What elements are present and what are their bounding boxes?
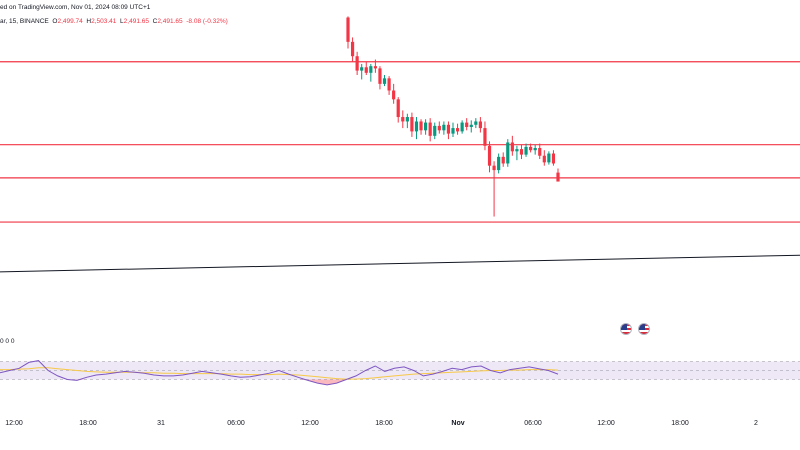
candle-body	[396, 99, 400, 118]
candle-body	[428, 122, 432, 136]
ohlc-low-label: L	[120, 18, 124, 25]
candle-body	[401, 117, 405, 122]
time-tick-label: 18:00	[671, 420, 689, 427]
candle-body	[510, 142, 514, 152]
candle-body	[551, 153, 556, 164]
candle-body	[492, 165, 496, 171]
symbol-info: ar, 15, BINANCE	[0, 18, 49, 25]
candle-body	[497, 156, 501, 171]
candle-body	[538, 147, 542, 156]
candle-body	[437, 125, 441, 131]
trendline-layer	[0, 254, 800, 273]
rsi-ma-line	[0, 367, 559, 380]
candle-body	[360, 67, 364, 71]
candle-body	[392, 90, 396, 100]
candle-body	[433, 125, 437, 136]
candle-body	[515, 149, 519, 152]
candle-body	[519, 149, 524, 155]
ohlc-high-value: 2,503.41	[91, 18, 117, 25]
ohlc-close-label: C	[152, 18, 158, 25]
candle-body	[410, 117, 414, 132]
rsi-line	[0, 360, 559, 386]
candle-body	[355, 56, 359, 71]
candle-body	[387, 78, 391, 91]
ohlc-high-label: H	[86, 18, 92, 25]
time-tick-label: 31	[157, 420, 165, 427]
chart-header: ed on TradingView.com, Nov 01, 2024 08:0…	[0, 0, 800, 32]
candle-body	[373, 66, 377, 69]
candles	[346, 16, 560, 217]
time-tick-label: 06:00	[227, 420, 245, 427]
candle-body	[405, 117, 409, 122]
candle-body	[364, 67, 368, 73]
trendline	[0, 254, 800, 273]
candle-body	[460, 122, 464, 132]
candle-body	[378, 68, 382, 84]
time-tick-label: 06:00	[524, 420, 542, 427]
candle-body	[350, 41, 355, 57]
time-tick-label: 12:00	[5, 420, 23, 427]
rsi-oversold-fill	[0, 379, 558, 385]
time-tick-label: 18:00	[79, 420, 97, 427]
ohlc-low-value: 2,491.65	[123, 18, 149, 25]
time-tick-label: 2	[754, 420, 758, 427]
candle-body	[524, 146, 528, 155]
candle-body	[483, 128, 487, 146]
candle-body	[451, 128, 455, 134]
candle-body	[506, 142, 510, 164]
us-flag-icon[interactable]	[638, 323, 650, 335]
candle-body	[455, 128, 460, 132]
us-flag-icon[interactable]	[620, 323, 632, 335]
rsi-band-fill	[0, 361, 800, 380]
candle-body	[465, 122, 469, 127]
candle-body	[369, 66, 373, 73]
candle-body	[424, 122, 428, 131]
candle-body	[446, 124, 451, 134]
ohlc-close-value: 2,491.65	[157, 18, 183, 25]
time-tick-label: 12:00	[301, 420, 319, 427]
candle-body	[556, 172, 560, 182]
candle-body	[419, 121, 423, 131]
horizontal-levels	[0, 61, 800, 223]
candle-body	[529, 146, 533, 151]
candle-body	[487, 145, 492, 166]
candle-body	[533, 147, 537, 151]
time-tick-label: Nov	[451, 420, 465, 427]
rsi-legend: 0 0 0	[0, 338, 15, 345]
candle-body	[469, 124, 473, 127]
time-tick-label: 12:00	[597, 420, 615, 427]
ohlc-change: -8.08 (-0.32%)	[186, 18, 228, 25]
candle-body	[542, 155, 546, 163]
symbol-line: ar, 15, BINANCE O2,499.74 H2,503.41 L2,4…	[0, 17, 228, 26]
candle-body	[501, 156, 505, 164]
candle-body	[382, 78, 387, 84]
source-line: ed on TradingView.com, Nov 01, 2024 08:0…	[0, 4, 151, 11]
rsi-pane	[0, 360, 800, 386]
candle-body	[414, 121, 419, 132]
candle-body	[478, 121, 482, 129]
ohlc-open-label: O	[52, 18, 58, 25]
candle-body	[547, 153, 551, 163]
candle-body	[442, 124, 446, 131]
ohlc-open-value: 2,499.74	[57, 18, 83, 25]
candle-body	[346, 17, 350, 42]
candle-body	[474, 121, 478, 125]
time-tick-label: 18:00	[375, 420, 393, 427]
